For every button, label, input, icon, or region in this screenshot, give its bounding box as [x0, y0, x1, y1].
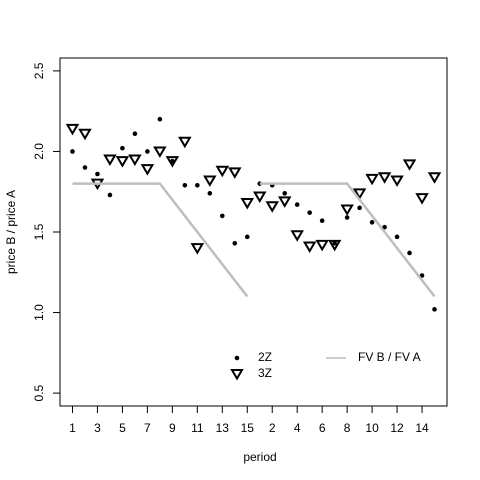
point: [207, 191, 213, 196]
x-tick-label: 12: [390, 421, 404, 435]
point: [407, 250, 412, 256]
point: [219, 213, 225, 219]
point: [128, 154, 142, 166]
point: [382, 224, 387, 230]
point: [232, 240, 238, 246]
x-tick-label: 3: [94, 421, 101, 435]
x-axis-label: period: [243, 450, 276, 464]
point: [315, 239, 329, 252]
fv-line: [72, 182, 249, 298]
x-tick-label: 8: [344, 421, 351, 435]
point: [195, 182, 200, 188]
point: [394, 234, 400, 240]
point: [419, 273, 425, 278]
point: [344, 215, 350, 220]
point: [182, 182, 188, 188]
point: [153, 146, 167, 158]
legend-label: 2Z: [258, 350, 272, 364]
legend-marker: [234, 355, 240, 361]
point: [132, 131, 138, 137]
legend-label: FV B / FV A: [358, 350, 421, 364]
point: [95, 171, 100, 177]
point: [190, 243, 205, 255]
point: [120, 145, 125, 151]
x-tick-label: 11: [191, 421, 204, 435]
point: [178, 136, 192, 149]
point: [390, 175, 404, 187]
y-tick-label: 1.5: [32, 223, 46, 240]
point: [244, 234, 250, 240]
point: [340, 204, 354, 216]
point: [103, 154, 117, 166]
x-tick-label: 13: [216, 421, 230, 435]
y-tick-label: 2.5: [32, 62, 46, 79]
x-tick-label: 10: [365, 421, 379, 435]
point: [427, 172, 442, 184]
point: [365, 173, 379, 186]
point: [70, 149, 75, 154]
point: [319, 218, 325, 224]
point: [282, 191, 288, 196]
point: [215, 165, 230, 178]
x-tick-label: 6: [319, 421, 326, 435]
point: [290, 230, 304, 242]
point: [415, 193, 429, 205]
x-tick-label: 7: [144, 421, 151, 435]
point: [157, 116, 163, 122]
y-tick-label: 0.5: [32, 384, 46, 401]
point: [82, 165, 88, 170]
legend-label: 3Z: [258, 366, 272, 380]
point: [402, 159, 417, 171]
point: [277, 196, 292, 208]
point: [352, 188, 367, 200]
x-tick-label: 15: [241, 421, 255, 435]
point: [432, 307, 437, 312]
fv-line: [259, 182, 436, 298]
point: [115, 156, 130, 168]
legend-marker: [230, 369, 244, 381]
point: [332, 240, 337, 246]
x-tick-label: 9: [169, 421, 176, 435]
x-tick-label: 2: [269, 421, 276, 435]
point: [140, 164, 155, 176]
point: [302, 241, 317, 253]
x-tick-label: 14: [415, 421, 429, 435]
point: [228, 167, 242, 179]
y-tick-label: 1.0: [32, 304, 46, 321]
x-tick-label: 5: [119, 421, 126, 435]
y-axis-label: price B / price A: [4, 190, 18, 274]
point: [294, 202, 300, 207]
point: [78, 128, 92, 141]
point: [145, 149, 150, 154]
point: [265, 201, 279, 213]
point: [357, 205, 362, 211]
point: [165, 156, 180, 168]
point: [307, 210, 312, 215]
point: [369, 220, 375, 225]
y-tick-label: 2.0: [32, 143, 46, 160]
point: [65, 123, 80, 136]
point: [107, 192, 113, 198]
point: [203, 175, 217, 187]
point: [240, 198, 255, 210]
point: [377, 172, 392, 184]
x-tick-label: 4: [294, 421, 301, 435]
point: [252, 191, 267, 204]
x-tick-label: 1: [69, 421, 76, 435]
point: [327, 239, 342, 252]
